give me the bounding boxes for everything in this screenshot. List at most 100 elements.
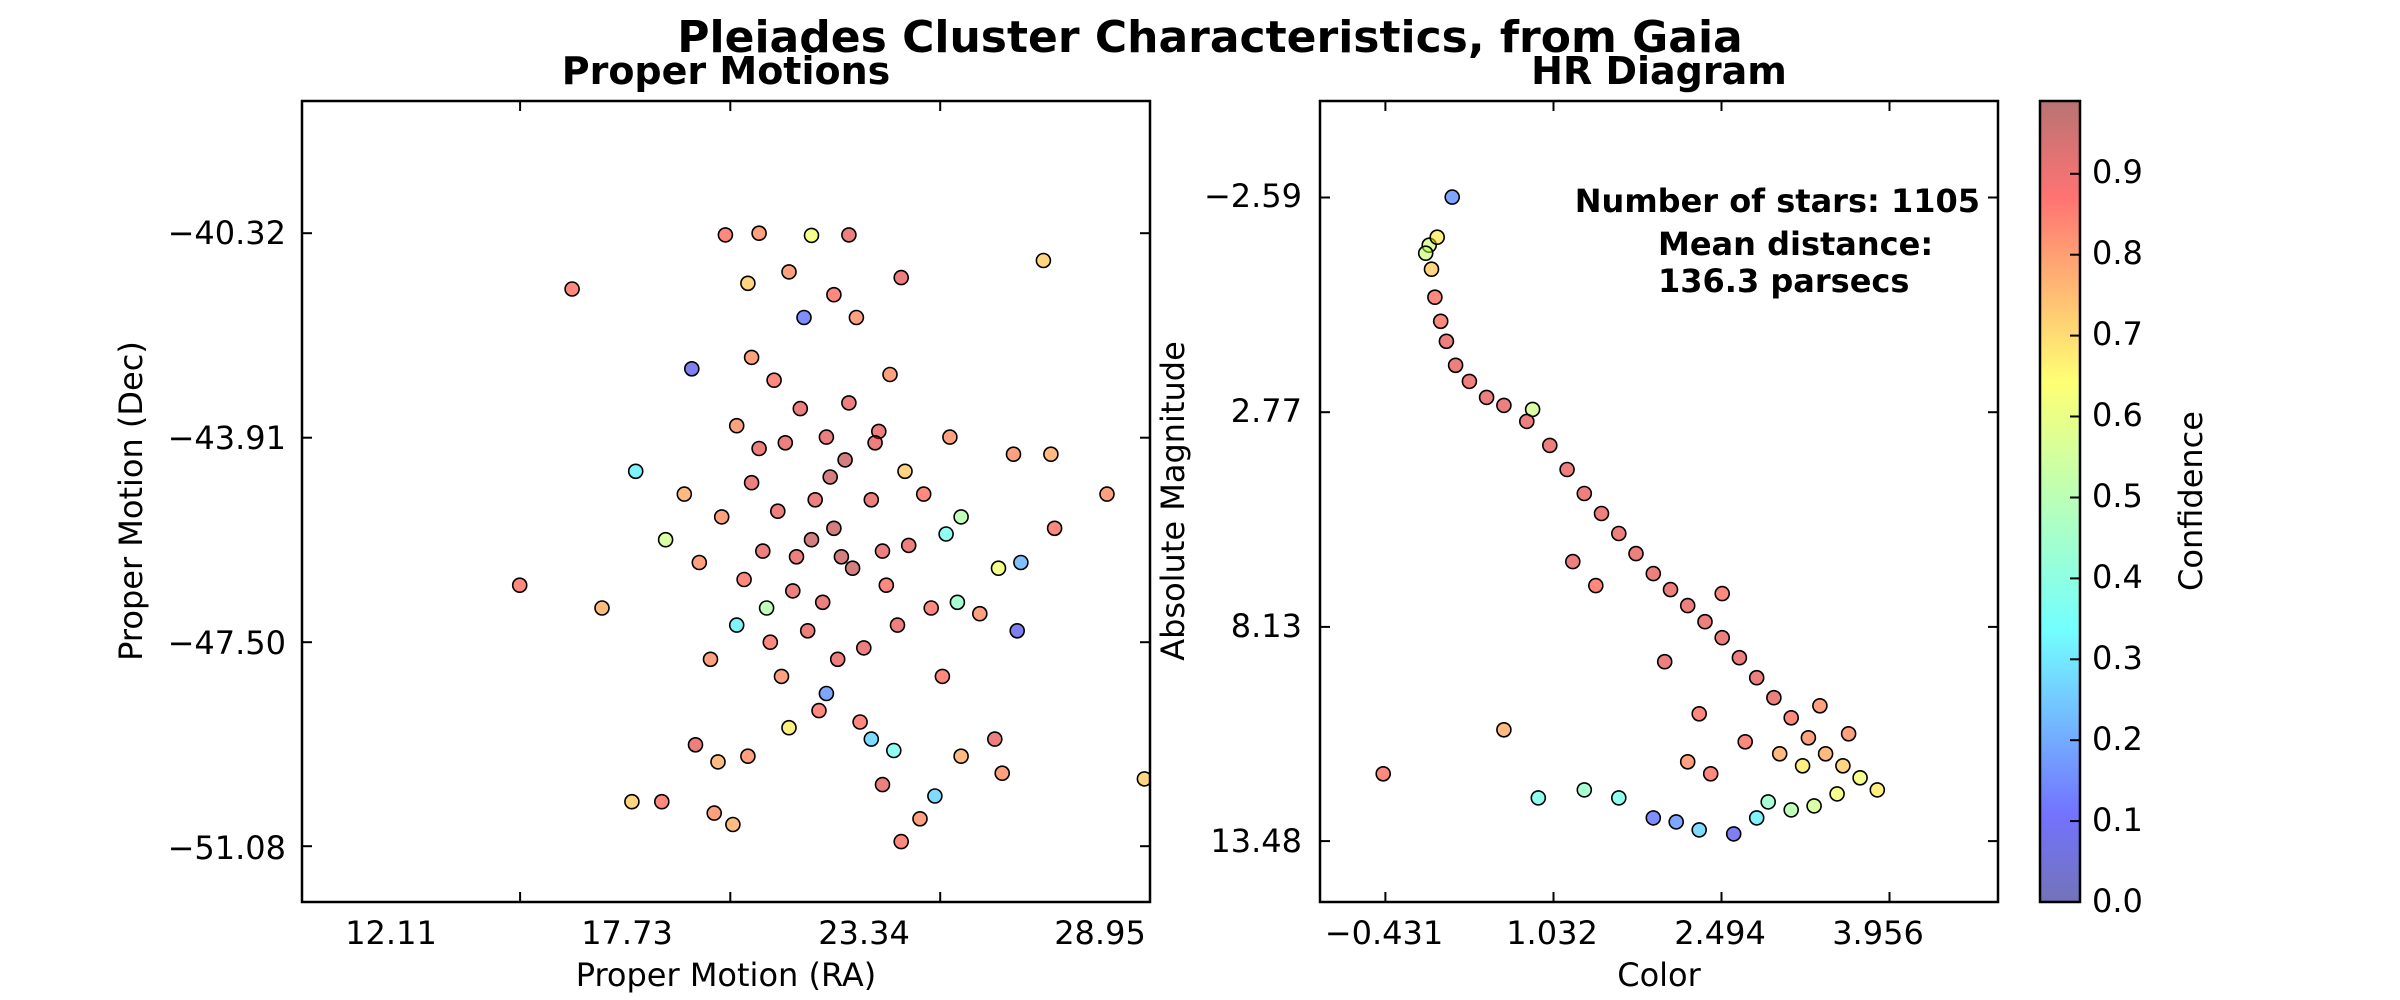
- hr-diagram-points: [1375, 189, 1886, 842]
- data-point: [990, 560, 1007, 577]
- data-point: [687, 736, 704, 753]
- colorbar-label: Confidence: [2172, 411, 2210, 591]
- data-point: [792, 400, 809, 417]
- data-point: [1748, 810, 1765, 826]
- data-point: [1662, 581, 1679, 598]
- data-point: [743, 474, 760, 491]
- data-point: [740, 748, 756, 765]
- data-point: [855, 640, 872, 656]
- data-point: [1559, 461, 1575, 478]
- data-point: [1136, 771, 1150, 787]
- data-point: [822, 469, 839, 485]
- data-point: [1691, 705, 1707, 722]
- hr-diagram-ytick-labels: −2.59 2.77 8.13 13.48: [1204, 177, 1302, 860]
- data-point: [777, 434, 794, 451]
- ytick-label: −2.59: [1204, 177, 1302, 215]
- data-point: [986, 731, 1003, 747]
- data-point: [758, 600, 775, 616]
- data-point: [754, 543, 771, 559]
- data-point: [1611, 525, 1627, 542]
- data-point: [1009, 622, 1026, 639]
- data-point: [863, 491, 880, 508]
- data-point: [1812, 697, 1828, 714]
- data-point: [1043, 446, 1059, 463]
- data-point: [807, 491, 824, 508]
- data-point: [844, 560, 861, 577]
- colorbar-tick-label: 0.4: [2092, 558, 2143, 596]
- data-point: [1679, 597, 1696, 614]
- data-point: [889, 617, 906, 633]
- data-point: [1731, 649, 1748, 666]
- colorbar-ticks: [2070, 172, 2080, 903]
- data-point: [953, 509, 969, 525]
- colorbar-tick-label: 0.3: [2092, 639, 2143, 677]
- data-point: [784, 583, 801, 599]
- data-point: [1423, 261, 1440, 278]
- data-point: [1576, 485, 1593, 502]
- hr-diagram-annotation: Number of stars: 1105 Mean distance: 136…: [1575, 182, 1980, 300]
- data-point: [841, 227, 857, 243]
- data-point: [1817, 745, 1834, 762]
- data-point: [1760, 794, 1776, 810]
- data-point: [1748, 669, 1765, 686]
- colorbar-tick-label: 0.1: [2092, 801, 2143, 839]
- data-point: [653, 793, 670, 810]
- data-point: [938, 526, 954, 542]
- data-point: [878, 577, 895, 594]
- data-point: [1611, 790, 1627, 806]
- data-point: [728, 417, 745, 434]
- hr-diagram-xtick-labels: −0.431 1.032 2.494 3.956: [1325, 914, 1924, 952]
- xtick-label: 28.95: [1054, 914, 1146, 952]
- data-point: [971, 605, 988, 622]
- data-point: [1645, 810, 1662, 826]
- data-point: [867, 434, 883, 451]
- data-point: [1835, 757, 1851, 774]
- colorbar-tick-label: 0.0: [2092, 882, 2143, 920]
- data-point: [874, 776, 891, 793]
- data-point: [1542, 437, 1558, 454]
- data-point: [1588, 577, 1604, 594]
- data-point: [683, 360, 700, 377]
- data-point: [1783, 709, 1799, 726]
- xtick-label: 1.032: [1506, 914, 1598, 952]
- data-point: [829, 651, 846, 668]
- data-point: [1375, 765, 1391, 782]
- data-point: [762, 634, 779, 651]
- data-point: [1530, 790, 1547, 806]
- data-point: [1461, 373, 1478, 390]
- data-point: [994, 765, 1011, 782]
- data-point: [706, 805, 723, 821]
- data-point: [863, 731, 880, 747]
- data-point: [1869, 782, 1886, 798]
- data-point: [949, 594, 966, 611]
- data-point: [803, 531, 820, 548]
- data-point: [1714, 629, 1730, 646]
- data-point: [893, 833, 910, 850]
- proper-motions-ytick-labels: −40.32 −43.91 −47.50 −51.08: [168, 214, 286, 867]
- data-point: [1565, 553, 1581, 570]
- xtick-label: 3.956: [1832, 914, 1924, 952]
- xtick-label: 2.494: [1674, 914, 1766, 952]
- data-point: [1806, 798, 1822, 814]
- data-point: [882, 366, 898, 383]
- data-point: [1444, 189, 1460, 205]
- data-point: [788, 548, 805, 565]
- proper-motions-panel: Proper Motions 12.11 17.73 23.34 28.95 −…: [112, 49, 1152, 994]
- star-count-text: Number of stars: 1105: [1575, 182, 1980, 220]
- data-point: [893, 269, 910, 286]
- data-point: [848, 309, 865, 326]
- data-point: [818, 429, 835, 445]
- proper-motions-xtick-labels: 12.11 17.73 23.34 28.95: [345, 914, 1146, 952]
- ytick-label: −47.50: [168, 624, 286, 662]
- colorbar: 0.0 0.1 0.2 0.3 0.4 0.5 0.6 0.7 0.8 0.9 …: [2038, 99, 2210, 920]
- data-point: [1702, 765, 1719, 782]
- data-point: [942, 429, 958, 445]
- data-point: [1714, 585, 1730, 602]
- data-point: [1478, 389, 1495, 406]
- data-point: [1771, 745, 1788, 762]
- data-point: [657, 531, 674, 548]
- data-point: [773, 668, 790, 685]
- data-point: [511, 577, 528, 594]
- data-point: [702, 651, 719, 668]
